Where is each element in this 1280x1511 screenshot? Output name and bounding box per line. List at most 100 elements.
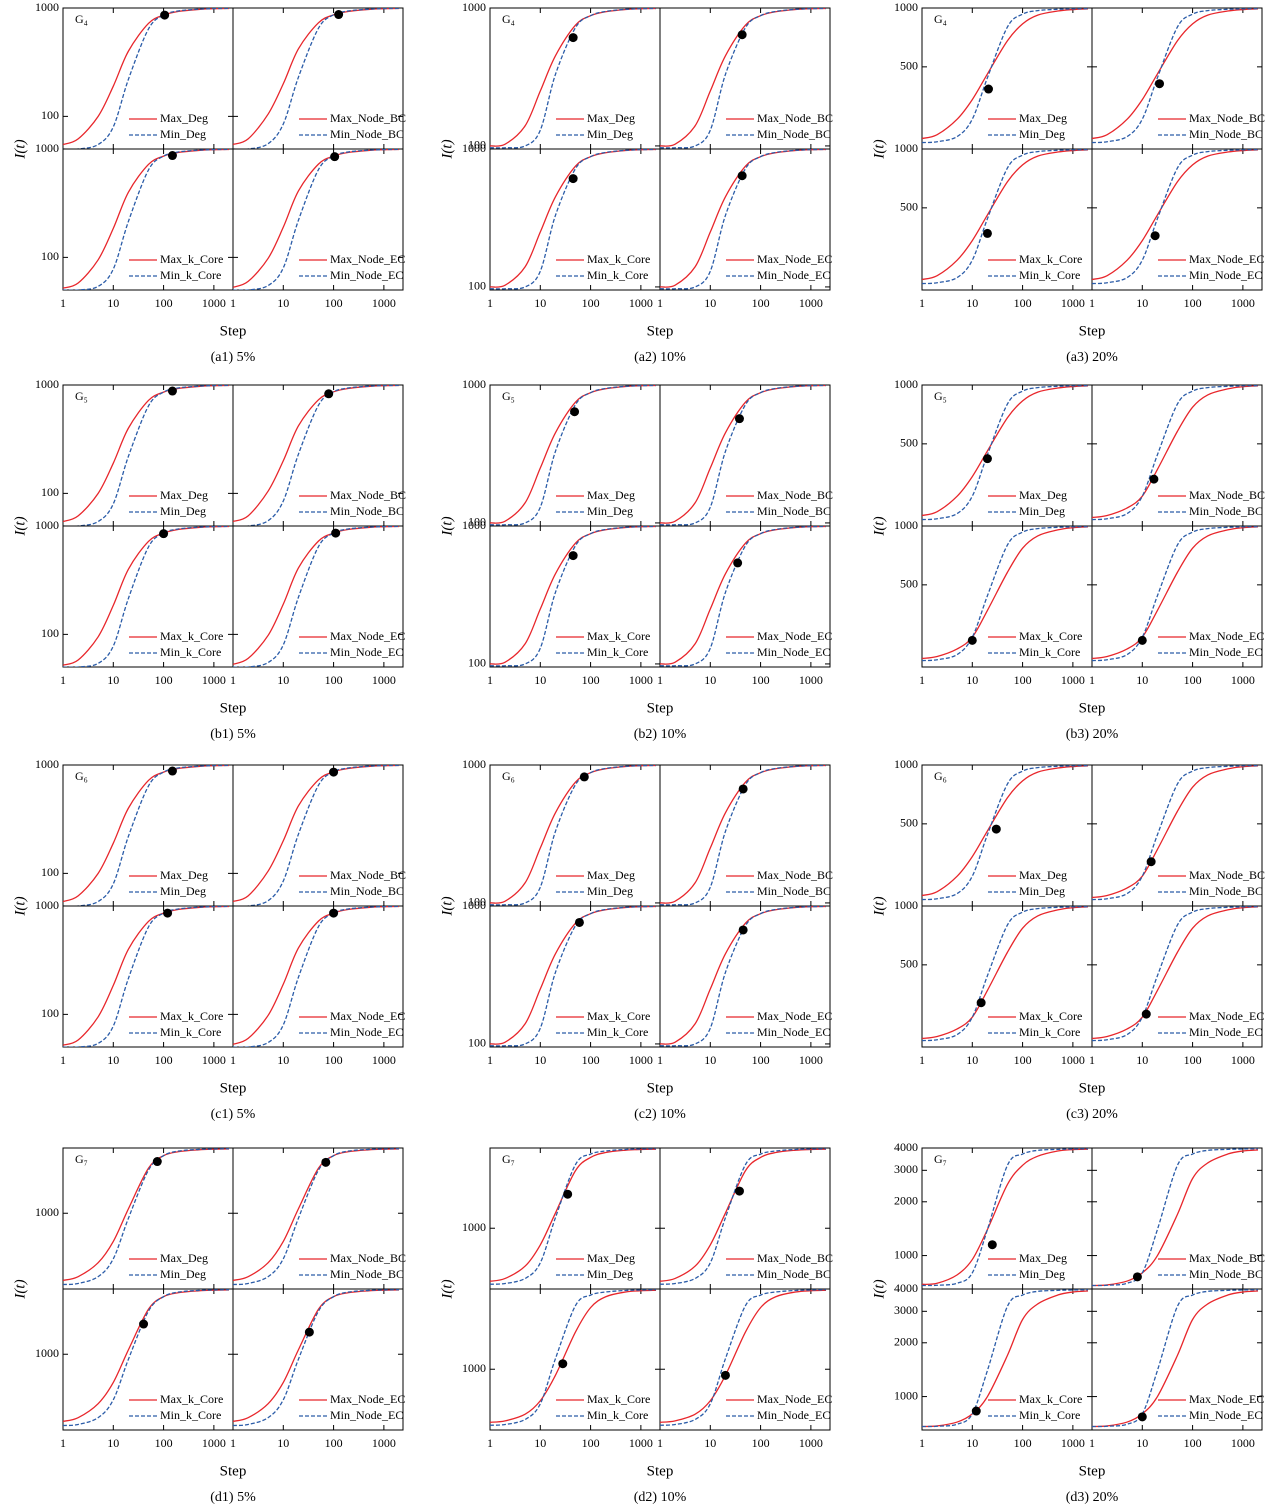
legend-label: Min_Node_EC (1189, 268, 1262, 282)
x-tick-label: 100 (752, 296, 770, 310)
x-tick-label: 100 (155, 1436, 173, 1450)
subfigure: I(t) Step (d2) 10% 1000 G₇ Max_Deg Min_Deg Max_… (439, 1147, 833, 1505)
legend-label: Min_Node_BC (330, 884, 404, 898)
legend-label: Min_k_Core (1019, 1408, 1080, 1422)
y-tick-label: 1000 (35, 518, 59, 532)
legend-label: Max_Node_BC (757, 1251, 833, 1265)
y-axis-label: I(t) (871, 516, 887, 536)
x-tick-label: 1000 (1061, 673, 1085, 687)
subfigure: I(t)Step(b2) 10%1001000G₅Max_DegMin_DegM… (439, 377, 833, 742)
x-tick-label: 100 (1014, 673, 1032, 687)
line-series (490, 526, 657, 665)
legend-label: Max_k_Core (1019, 252, 1082, 266)
legend-label: Min_k_Core (587, 1025, 648, 1039)
legend-label: Max_Deg (160, 488, 208, 502)
legend-label: Max_Node_BC (1189, 488, 1265, 502)
panel-frame (1091, 148, 1263, 291)
line-series (490, 765, 657, 904)
marker (737, 30, 747, 40)
y-tick-label: 2000 (894, 1335, 918, 1349)
y-tick-label: 500 (900, 59, 918, 73)
line-series (922, 906, 1089, 1042)
subfigure: I(t) Step (c3) 20% 500 1000 G₆ Max_Deg Min_Deg M… (871, 757, 1265, 1122)
x-tick-label: 10 (277, 673, 289, 687)
caption: (b2) 10% (634, 727, 687, 742)
legend-label: Min_Node_BC (1189, 884, 1263, 898)
graph-label: G₅ (502, 389, 515, 403)
y-tick-label: 1000 (35, 141, 59, 155)
x-tick-label: 100 (155, 1053, 173, 1067)
legend-label: Min_Node_EC (1189, 1025, 1262, 1039)
legend-label: Min_Node_EC (1189, 1408, 1262, 1422)
caption: (c1) 5% (211, 1107, 256, 1122)
y-tick-label: 3000 (894, 1303, 918, 1317)
y-tick-label: 500 (900, 577, 918, 591)
subfigure: I(t)Step(a2) 10%1001000G₄Max_DegMin_DegM… (439, 0, 833, 365)
caption: (d2) 10% (634, 1490, 687, 1505)
x-tick-label: 1 (60, 673, 66, 687)
y-tick-label: 100 (41, 1006, 59, 1020)
y-tick-label: 1000 (894, 0, 918, 14)
x-tick-label: 10 (107, 296, 119, 310)
x-tick-label: 1 (657, 1436, 663, 1450)
subfigure: I(t) Step (d1) 5% 1000 G₇ Max_Deg Min_Deg Max_N… (12, 1147, 406, 1505)
line-series (1092, 149, 1259, 285)
marker (163, 908, 173, 918)
line-series (660, 149, 827, 288)
legend-label: Min_k_Core (1019, 268, 1080, 282)
legend-label: Max_k_Core (587, 629, 650, 643)
marker (1137, 1412, 1147, 1422)
marker (967, 635, 977, 645)
line-series (233, 765, 400, 906)
legend-label: Max_Deg (1019, 1251, 1067, 1265)
marker (329, 908, 339, 918)
legend-label: Min_Node_BC (330, 127, 404, 141)
y-tick-label: 1000 (462, 518, 486, 532)
legend-label: Max_k_Core (160, 1392, 223, 1406)
marker (160, 10, 170, 20)
legend-label: Max_Node_EC (1189, 252, 1264, 266)
marker (331, 528, 341, 538)
y-tick-label: 1000 (462, 898, 486, 912)
x-tick-label: 1 (60, 1053, 66, 1067)
y-axis-label: I(t) (439, 896, 455, 916)
x-tick-label: 10 (277, 1053, 289, 1067)
line-series (490, 1289, 657, 1423)
x-tick-label: 10 (966, 1053, 978, 1067)
legend-label: Min_Deg (1019, 127, 1065, 141)
legend-label: Max_k_Core (160, 629, 223, 643)
legend-label: Min_Node_EC (330, 645, 403, 659)
x-tick-label: 1000 (202, 1436, 226, 1450)
x-tick-label: 100 (752, 673, 770, 687)
marker (738, 784, 748, 794)
x-tick-label: 1 (230, 1436, 236, 1450)
line-series (922, 385, 1089, 521)
marker (976, 998, 986, 1008)
line-series (922, 765, 1089, 897)
line-series (233, 149, 400, 290)
marker (152, 1157, 162, 1167)
y-tick-label: 1000 (894, 898, 918, 912)
x-tick-label: 10 (1136, 673, 1148, 687)
x-tick-label: 1000 (799, 296, 823, 310)
legend-label: Min_Node_BC (757, 1267, 831, 1281)
marker (324, 389, 334, 399)
y-tick-label: 100 (468, 656, 486, 670)
x-tick-label: 100 (582, 1053, 600, 1067)
line-series (233, 8, 400, 149)
line-series (233, 526, 400, 665)
marker (563, 1189, 573, 1199)
y-tick-label: 1000 (894, 377, 918, 391)
line-series (490, 1148, 657, 1282)
y-tick-label: 500 (900, 957, 918, 971)
x-tick-label: 10 (107, 673, 119, 687)
x-tick-label: 100 (1184, 1053, 1202, 1067)
x-tick-label: 10 (1136, 1436, 1148, 1450)
line-series (1092, 906, 1259, 1042)
y-tick-label: 1000 (35, 0, 59, 14)
x-tick-label: 100 (325, 1053, 343, 1067)
marker (983, 84, 993, 94)
legend-label: Min_k_Core (160, 645, 221, 659)
x-tick-label: 100 (752, 1053, 770, 1067)
line-series (1092, 385, 1259, 521)
